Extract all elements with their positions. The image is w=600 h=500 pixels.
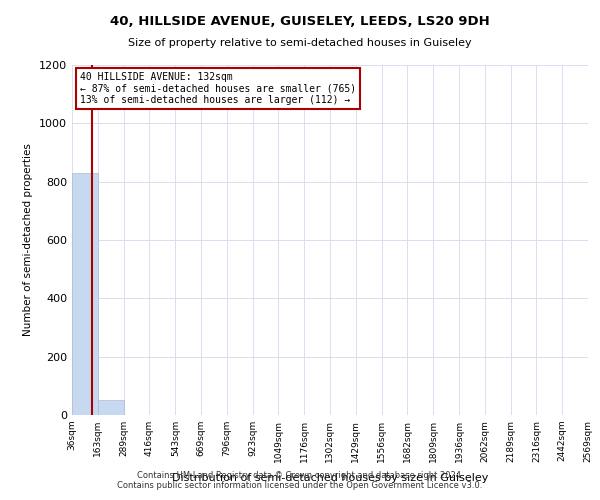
- Bar: [72, 173, 98, 415]
- Bar: [98, 400, 124, 415]
- X-axis label: Distribution of semi-detached houses by size in Guiseley: Distribution of semi-detached houses by …: [172, 473, 488, 483]
- Text: Contains HM Land Registry data © Crown copyright and database right 2024.
Contai: Contains HM Land Registry data © Crown c…: [118, 470, 482, 490]
- Text: 40, HILLSIDE AVENUE, GUISELEY, LEEDS, LS20 9DH: 40, HILLSIDE AVENUE, GUISELEY, LEEDS, LS…: [110, 15, 490, 28]
- Text: Size of property relative to semi-detached houses in Guiseley: Size of property relative to semi-detach…: [128, 38, 472, 48]
- Y-axis label: Number of semi-detached properties: Number of semi-detached properties: [23, 144, 34, 336]
- Text: 40 HILLSIDE AVENUE: 132sqm
← 87% of semi-detached houses are smaller (765)
13% o: 40 HILLSIDE AVENUE: 132sqm ← 87% of semi…: [80, 72, 356, 105]
